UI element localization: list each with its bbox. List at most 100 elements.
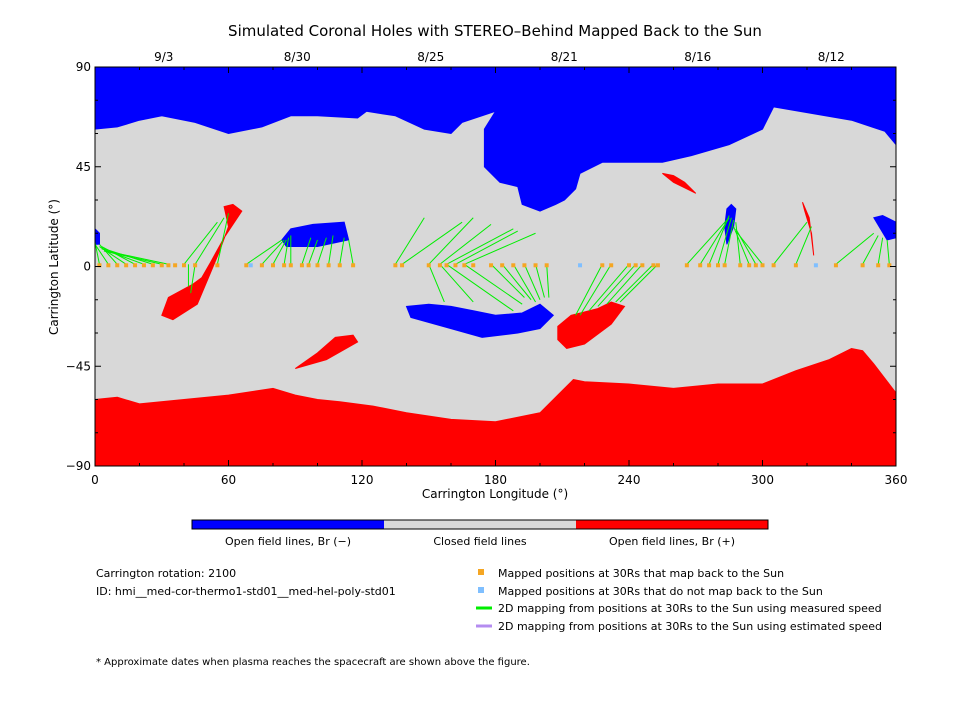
measured-link-11 — [216, 213, 229, 265]
measured-link-43 — [579, 264, 612, 316]
mapped-point-3 — [124, 263, 129, 268]
mapped-point-46 — [698, 263, 703, 268]
measured-link-19 — [301, 237, 312, 265]
mapped-point-31 — [471, 263, 476, 268]
mapped-point-47 — [707, 263, 712, 268]
measured-link-61 — [862, 235, 879, 265]
x-axis-ticks: 0 60 120 180 240 300 360 — [91, 67, 907, 487]
mapped-point-48 — [716, 263, 720, 268]
measured-link-23 — [339, 237, 345, 265]
mapped-point-20 — [315, 263, 320, 268]
x-tick-label: 60 — [221, 473, 236, 487]
mapped-point-41 — [633, 263, 638, 268]
mapped-point-10 — [182, 263, 186, 268]
mapped-point-36 — [533, 263, 538, 268]
unmapped-point-0 — [578, 263, 583, 268]
measured-link-1 — [94, 244, 109, 265]
x-tick-label: 0 — [91, 473, 99, 487]
legend-label-unmapped: Mapped positions at 30Rs that do not map… — [498, 585, 823, 598]
measured-link-49 — [686, 219, 728, 265]
mapped-point-28 — [444, 263, 449, 268]
mapped-point-15 — [271, 263, 275, 268]
y-tick-label: −45 — [66, 359, 91, 373]
mapped-point-23 — [351, 263, 356, 268]
measured-link-41 — [546, 264, 550, 298]
measured-link-40 — [535, 264, 545, 298]
legend-marker-unmapped — [478, 587, 484, 593]
x-tick-label: 360 — [885, 473, 908, 487]
legend: Mapped positions at 30Rs that map back t… — [476, 567, 882, 633]
date-tick-label: 8/30 — [284, 50, 311, 64]
region-negative-0 — [94, 66, 897, 146]
measured-link-45 — [597, 263, 637, 307]
mapping-lines — [94, 213, 890, 316]
carrington-rotation: Carrington rotation: 2100 — [96, 567, 236, 580]
legend-label-measured: 2D mapping from positions at 30Rs to the… — [498, 602, 882, 615]
measured-link-37 — [501, 263, 532, 301]
x-tick-label: 120 — [351, 473, 374, 487]
mapped-point-16 — [282, 263, 287, 268]
mapped-point-6 — [150, 263, 155, 268]
measured-link-34 — [446, 263, 514, 312]
mapped-point-12 — [215, 263, 220, 268]
mapped-point-39 — [609, 263, 614, 268]
unmapped-point-1 — [813, 263, 818, 268]
measured-link-25 — [394, 217, 425, 265]
measured-link-16 — [272, 239, 287, 265]
mapped-point-14 — [259, 263, 264, 268]
y-axis-label: Carrington Latitude (°) — [47, 199, 61, 335]
measured-link-21 — [317, 237, 327, 265]
mapped-point-32 — [489, 263, 494, 268]
measured-link-39 — [523, 264, 541, 300]
measured-link-9 — [183, 221, 218, 265]
region-positive-7 — [94, 347, 897, 467]
mapped-point-30 — [462, 263, 467, 268]
measured-link-13 — [190, 264, 196, 294]
region-negative-3 — [405, 303, 555, 338]
measured-link-47 — [615, 263, 654, 303]
mapped-point-51 — [747, 263, 752, 268]
date-tick-label: 8/25 — [417, 50, 444, 64]
measured-link-52 — [717, 217, 732, 265]
mapped-point-40 — [627, 263, 631, 268]
mapped-point-33 — [500, 263, 505, 268]
date-tick-label: 8/12 — [818, 50, 845, 64]
mapped-point-17 — [288, 263, 293, 268]
measured-link-26 — [401, 221, 463, 265]
mapped-point-42 — [640, 263, 645, 268]
mapped-point-18 — [299, 263, 304, 268]
date-axis-ticks: 9/3 8/30 8/25 8/21 8/16 8/12 — [154, 50, 845, 64]
mapped-point-38 — [600, 263, 605, 268]
measured-link-10 — [194, 217, 225, 265]
measured-link-27 — [428, 217, 474, 265]
measured-link-60 — [835, 232, 875, 265]
colorbar-label-positive: Open field lines, Br (+) — [609, 535, 735, 548]
mapped-point-4 — [133, 263, 138, 268]
measured-link-20 — [308, 239, 318, 265]
mapped-point-56 — [833, 263, 838, 268]
mapped-point-54 — [771, 263, 776, 268]
coronal-hole-regions — [94, 66, 897, 467]
mapped-point-19 — [306, 263, 311, 268]
measured-link-33 — [439, 263, 474, 303]
date-tick-label: 9/3 — [154, 50, 173, 64]
mapped-point-27 — [437, 263, 442, 268]
y-tick-label: −90 — [66, 459, 91, 473]
mapped-point-53 — [760, 263, 765, 268]
mapped-point-43 — [651, 263, 656, 268]
mapped-point-37 — [544, 263, 549, 268]
mapped-point-50 — [738, 263, 743, 268]
mapped-point-52 — [753, 263, 758, 268]
measured-link-2 — [99, 244, 118, 265]
model-id: ID: hmi__med-cor-thermo1-std01__med-hel-… — [96, 585, 396, 598]
mapped-point-1 — [106, 263, 111, 268]
unmapped-point-2 — [248, 263, 253, 268]
mapped-point-55 — [793, 263, 798, 268]
measured-link-59 — [795, 226, 812, 265]
measured-link-51 — [708, 215, 730, 265]
measured-link-31 — [464, 232, 536, 265]
measured-link-32 — [428, 264, 445, 303]
y-axis-ticks: 90 45 0 −45 −90 — [66, 60, 896, 473]
measured-link-62 — [877, 237, 884, 265]
